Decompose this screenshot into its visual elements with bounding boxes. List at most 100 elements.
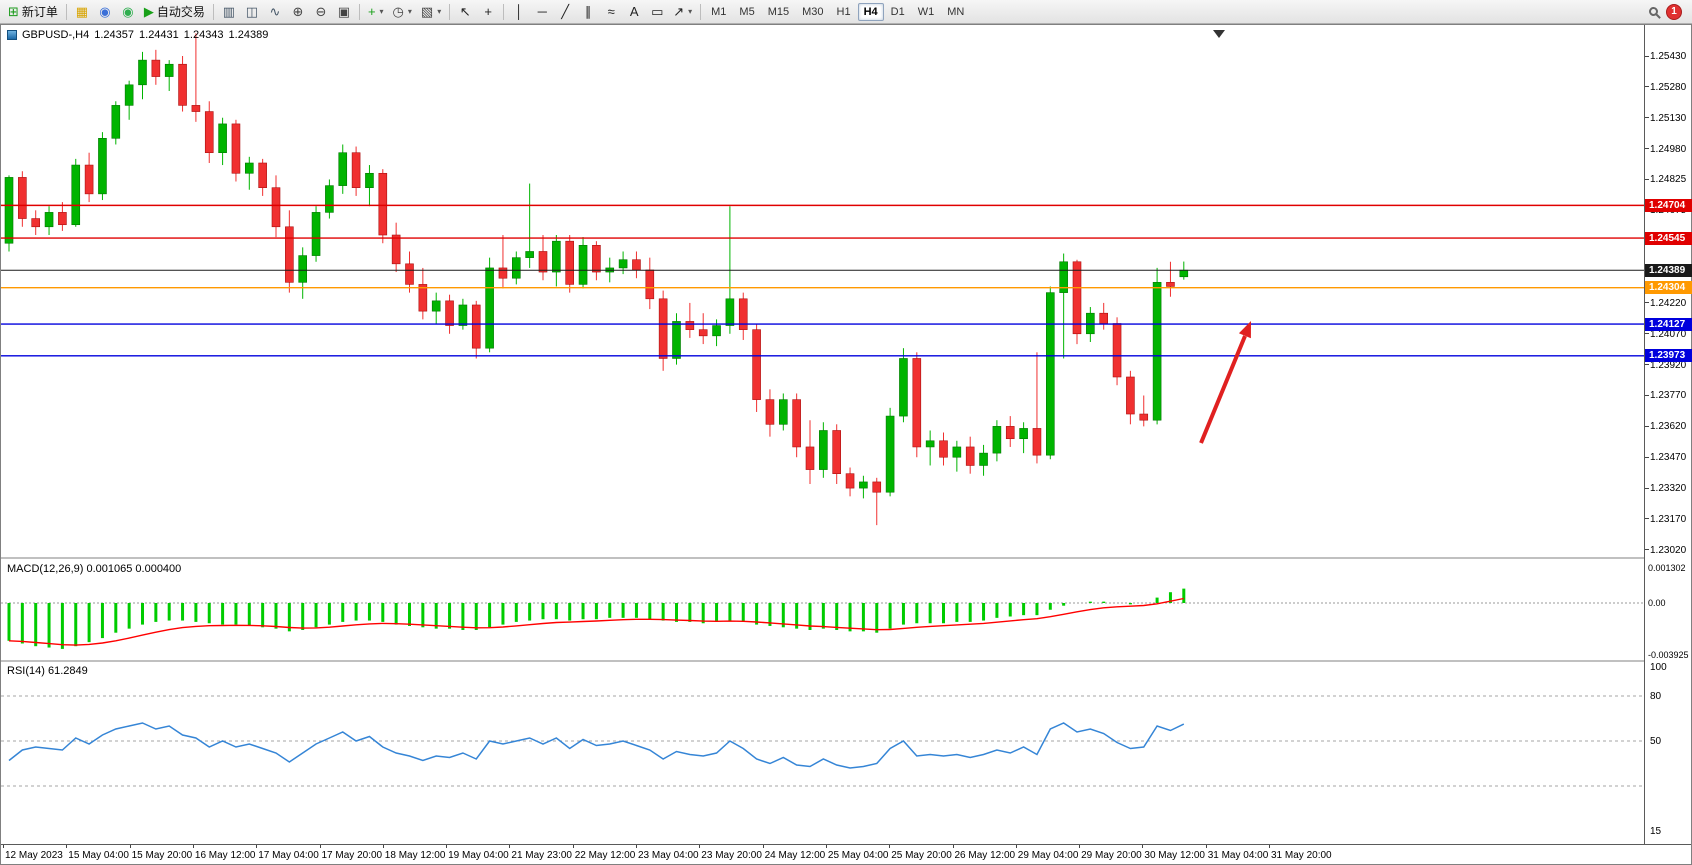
timeframe-mn[interactable]: MN — [947, 5, 965, 18]
price-badge-resistance[interactable]: 1.24545 — [1645, 231, 1692, 245]
price-axis-label: 1.23470 — [1650, 452, 1687, 464]
level-lines[interactable] — [1, 204, 1646, 357]
chart-shift-marker[interactable] — [1213, 30, 1225, 38]
time-axis-tick — [1269, 845, 1270, 848]
chart-window: GBPUSD-,H4 1.24357 1.24431 1.24343 1.243… — [0, 24, 1692, 865]
horizontal-line-icon[interactable]: ─ — [531, 2, 553, 22]
text-label-icon[interactable]: ▭ — [646, 2, 668, 22]
line-chart-icon[interactable]: ∿ — [264, 2, 286, 22]
timeframe-w1[interactable]: W1 — [917, 5, 935, 18]
tile-windows-icon-glyph: ▣ — [337, 4, 351, 19]
trendline-icon[interactable]: ╱ — [554, 2, 576, 22]
text-icon-glyph: A — [629, 4, 639, 19]
toolbar-right-group: 1 — [1649, 3, 1688, 20]
notification-badge[interactable]: 1 — [1666, 3, 1682, 20]
time-axis-label: 31 May 20:00 — [1271, 850, 1332, 861]
price-axis-label: 1.25130 — [1650, 112, 1687, 124]
symbol-timeframe: GBPUSD-,H4 — [22, 29, 90, 41]
axis-tick — [1645, 302, 1649, 304]
time-axis-tick — [446, 845, 448, 848]
time-axis-label: 17 May 20:00 — [321, 850, 383, 861]
tile-windows-icon[interactable]: ▣ — [333, 2, 355, 22]
search-icon[interactable] — [1649, 7, 1658, 16]
auto-trading-button[interactable]: ▶ 自动交易 — [140, 2, 209, 22]
time-axis-tick — [319, 845, 321, 848]
price-badge-current[interactable]: 1.24389 — [1645, 263, 1692, 277]
timeframe-m1[interactable]: M1 — [711, 5, 727, 18]
vertical-line-icon-glyph: │ — [515, 4, 524, 19]
ohlc-close: 1.24389 — [228, 29, 269, 41]
bar-chart-icon[interactable]: ▥ — [218, 2, 240, 22]
rsi-axis-label: 100 — [1650, 662, 1667, 673]
equidistant-channel-icon[interactable]: ∥ — [577, 2, 599, 22]
rsi-label: RSI(14) 61.2849 — [7, 665, 88, 677]
axis-tick — [1645, 425, 1649, 427]
chart-title: GBPUSD-,H4 1.24357 1.24431 1.24343 1.243… — [7, 29, 268, 41]
zoom-in-icon-glyph: ⊕ — [292, 4, 304, 19]
periods-icon-glyph: ◷ — [392, 4, 404, 19]
time-axis-label: 21 May 23:00 — [511, 850, 572, 861]
toolbar-separator — [65, 3, 67, 20]
arrow-annotation[interactable] — [1199, 321, 1251, 444]
time-axis-label: 15 May 20:00 — [131, 850, 193, 861]
vertical-line-icon[interactable]: │ — [508, 2, 530, 22]
price-axis[interactable]: 1.254301.252801.251301.249801.248251.246… — [1644, 25, 1692, 846]
new-order-button[interactable]: ⊞ 新订单 — [4, 2, 62, 22]
time-axis[interactable]: 12 May 2023 15 May 04:00 15 May 20:00 16 Ma… — [1, 844, 1691, 864]
crosshair-icon[interactable]: + — [477, 2, 499, 22]
macd-axis-label: 0.00 — [1648, 598, 1666, 608]
zoom-out-icon-glyph: ⊖ — [315, 4, 327, 19]
panel-separators[interactable] — [1, 557, 1646, 662]
timeframe-m30[interactable]: M30 — [802, 5, 824, 18]
timeframe-m15[interactable]: M15 — [767, 5, 790, 18]
fibonacci-icon[interactable]: ≈ — [600, 2, 622, 22]
arrows-icon[interactable]: ↗ ▾ — [669, 2, 696, 22]
price-axis-label: 1.23770 — [1650, 390, 1687, 402]
cursor-icon-glyph: ↖ — [459, 4, 471, 19]
price-badge-support[interactable]: 1.24127 — [1645, 317, 1692, 331]
axis-tick — [1645, 364, 1649, 366]
price-badge-resistance[interactable]: 1.24704 — [1645, 198, 1692, 212]
axis-tick — [1645, 518, 1649, 520]
timeframe-h1[interactable]: H1 — [836, 5, 851, 18]
axis-tick — [1645, 55, 1649, 57]
time-axis-label: 18 May 12:00 — [384, 850, 446, 861]
text-icon[interactable]: A — [623, 2, 645, 22]
time-axis-tick — [1079, 845, 1081, 848]
zoom-in-icon[interactable]: ⊕ — [287, 2, 309, 22]
templates-icon[interactable]: ▧ ▾ — [417, 2, 445, 22]
text-label-icon-glyph: ▭ — [651, 4, 664, 19]
periods-icon[interactable]: ◷ ▾ — [389, 2, 416, 22]
price-badge-pivot[interactable]: 1.24304 — [1645, 281, 1692, 295]
auto-trading-button-label: 自动交易 — [156, 5, 205, 19]
timeframe-d1[interactable]: D1 — [890, 5, 905, 18]
time-axis-label: 22 May 12:00 — [574, 850, 636, 861]
charts-window-icon[interactable]: ▦ — [71, 2, 93, 22]
indicators-icon[interactable]: + ▾ — [364, 2, 388, 22]
timeframe-m5[interactable]: M5 — [739, 5, 755, 18]
time-axis-tick — [256, 845, 258, 848]
price-axis-label: 1.24825 — [1650, 174, 1687, 186]
market-watch-icon[interactable]: ◉ — [94, 2, 116, 22]
cursor-icon[interactable]: ↖ — [454, 2, 476, 22]
toolbar-separator — [212, 3, 214, 20]
candlestick-chart-icon[interactable]: ◫ — [241, 2, 263, 22]
time-axis-label: 26 May 12:00 — [954, 850, 1016, 861]
timeframe-h4[interactable]: H4 — [857, 2, 884, 21]
rsi-axis-label: 15 — [1650, 826, 1662, 837]
ohlc-high: 1.24431 — [139, 29, 179, 41]
axis-tick — [1645, 456, 1649, 458]
price-axis-label: 1.25430 — [1650, 51, 1687, 62]
rsi-line — [8, 722, 1185, 769]
price-badge-support[interactable]: 1.23973 — [1645, 349, 1692, 363]
indicators-icon-glyph: + — [367, 4, 376, 19]
time-axis-label: 29 May 04:00 — [1017, 850, 1079, 861]
time-axis-label: 16 May 12:00 — [194, 850, 256, 861]
chart-canvas[interactable] — [1, 25, 1646, 846]
axis-tick — [1645, 333, 1649, 335]
zoom-out-icon[interactable]: ⊖ — [310, 2, 332, 22]
dropdown-caret-icon: ▾ — [688, 7, 693, 16]
community-icon[interactable]: ◉ — [117, 2, 139, 22]
toolbar-separator — [358, 3, 360, 20]
axis-tick — [1645, 86, 1649, 88]
